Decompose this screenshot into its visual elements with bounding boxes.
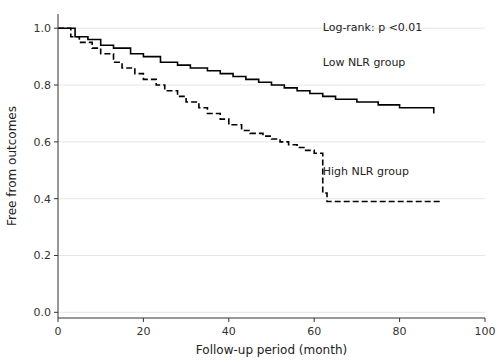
y-tick-label: 0.8 [34, 79, 52, 92]
y-tick [54, 198, 58, 199]
y-tick [54, 141, 58, 142]
grid-line [58, 198, 485, 199]
y-tick-label: 0.4 [34, 193, 52, 206]
grid-line [58, 312, 485, 313]
y-tick [54, 312, 58, 313]
axes: 0 20 40 60 80 100 0.0 0.2 0.4 0.6 0.8 1.0 [34, 14, 496, 338]
x-tick [314, 318, 315, 322]
x-tick [399, 318, 400, 322]
y-tick-label: 0.2 [34, 249, 52, 262]
x-axis-label: Follow-up period (month) [196, 343, 347, 357]
y-tick-label: 1.0 [34, 22, 52, 35]
y-tick [54, 28, 58, 29]
y-axis-line [58, 14, 59, 318]
x-tick-label: 60 [307, 325, 321, 338]
x-tick-label: 0 [55, 325, 62, 338]
grid-line [58, 141, 485, 142]
x-tick-label: 100 [475, 325, 496, 338]
x-tick [143, 318, 144, 322]
y-tick-label: 0.6 [34, 136, 52, 149]
x-tick-label: 40 [222, 325, 236, 338]
x-tick [485, 318, 486, 322]
y-axis-label: Free from outcomes [5, 106, 19, 226]
grid [58, 28, 485, 312]
x-tick-label: 20 [136, 325, 150, 338]
annotations: Log-rank: p <0.01 Low NLR group High NLR g… [323, 21, 423, 178]
x-axis-line [58, 318, 485, 319]
x-tick-label: 80 [393, 325, 407, 338]
x-tick [58, 318, 59, 322]
annotation: Low NLR group [323, 56, 406, 69]
chart: 0 20 40 60 80 100 0.0 0.2 0.4 0.6 0.8 1.0 Follow-up … [0, 0, 500, 364]
annotation: Log-rank: p <0.01 [323, 21, 423, 34]
y-tick [54, 85, 58, 86]
step-line [58, 28, 434, 113]
annotation: High NLR group [323, 165, 409, 178]
grid-line [58, 255, 485, 256]
step-line [58, 28, 442, 201]
y-tick [54, 255, 58, 256]
y-tick-label: 0.0 [34, 306, 52, 319]
plot-area [58, 28, 442, 201]
x-tick [228, 318, 229, 322]
